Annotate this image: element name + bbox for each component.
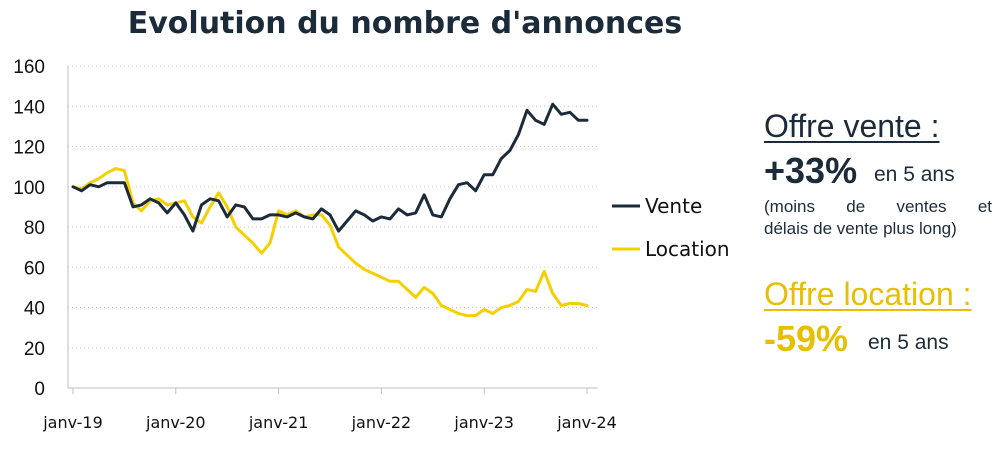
x-tick-label: janv-23: [453, 413, 514, 432]
y-tick-label: 80: [24, 218, 45, 239]
legend-label-vente: Vente: [645, 194, 702, 218]
x-tick-label: janv-19: [42, 413, 103, 432]
location-summary-heading: Offre location :: [764, 276, 972, 312]
y-tick-label: 40: [24, 299, 45, 320]
vente-summary-note-line1: (moins de ventes et: [764, 197, 992, 216]
y-tick-label: 0: [34, 379, 45, 400]
series-line-vente: [71, 102, 589, 233]
series-line-location: [71, 167, 589, 318]
vente-summary-period: en 5 ans: [874, 163, 955, 186]
x-tick-label: janv-22: [351, 413, 412, 432]
vente-summary-percentage: +33%: [764, 150, 858, 191]
y-tick-label: 140: [13, 97, 45, 118]
legend-label-location: Location: [645, 237, 730, 261]
location-summary-period: en 5 ans: [868, 331, 949, 354]
x-tick-label: janv-21: [248, 413, 309, 432]
vente-summary-note-line2: délais de vente plus long): [764, 219, 957, 238]
y-tick-label: 120: [13, 138, 45, 159]
y-tick-label: 100: [13, 178, 45, 199]
x-tick-label: janv-20: [145, 413, 206, 432]
y-tick-label: 160: [13, 57, 45, 78]
y-tick-label: 20: [24, 339, 45, 360]
y-tick-label: 60: [24, 258, 45, 279]
x-tick-label: janv-24: [556, 413, 617, 432]
vente-summary-heading: Offre vente :: [764, 108, 940, 144]
location-summary-percentage: -59%: [764, 318, 849, 359]
chart-title: Evolution du nombre d'annonces: [127, 6, 683, 41]
